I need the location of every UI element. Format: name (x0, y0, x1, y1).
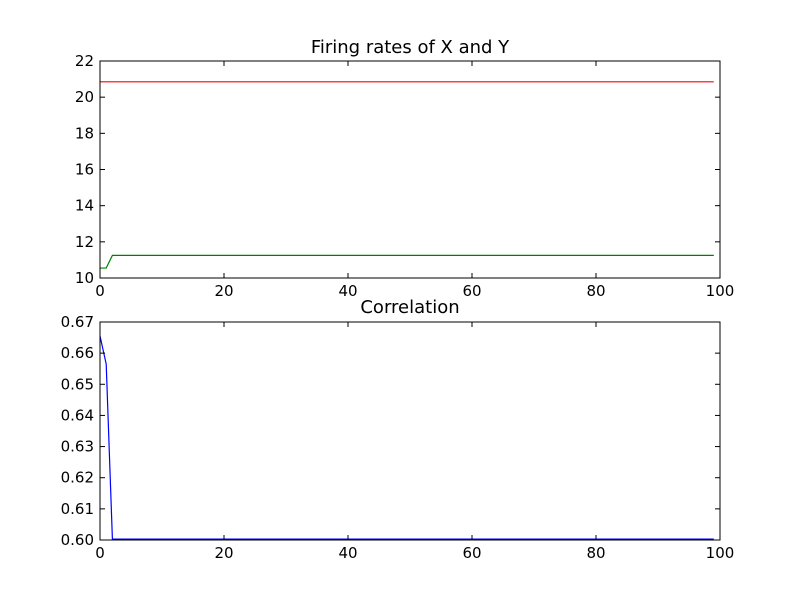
x-tick-label: 20 (214, 282, 233, 300)
y-tick-label: 10 (75, 269, 94, 287)
x-tick-label: 80 (586, 282, 605, 300)
y-tick-label: 0.61 (61, 500, 94, 518)
chart-title: Correlation (360, 297, 459, 318)
y-tick-label: 18 (75, 124, 94, 142)
y-tick-label: 0.62 (61, 469, 94, 487)
y-tick-label: 0.60 (61, 531, 94, 549)
x-tick-label: 40 (338, 282, 357, 300)
x-tick-label: 60 (462, 544, 481, 562)
y-tick-label: 22 (75, 52, 94, 70)
x-tick-label: 40 (338, 544, 357, 562)
x-tick-label: 60 (462, 282, 481, 300)
series-line-2 (100, 254, 714, 269)
x-tick-label: 0 (95, 282, 105, 300)
plot-area: 0 20 40 60 80 100 10 12 14 16 18 20 22 (75, 52, 734, 300)
y-tick-label: 0.67 (61, 313, 94, 331)
y-tick-label: 0.63 (61, 438, 94, 456)
x-tick-label: 100 (706, 544, 735, 562)
y-tick-label: 20 (75, 88, 94, 106)
correlation-chart: Correlation 0 20 40 60 80 100 0.60 0.61 0.62 0.63… (61, 297, 735, 562)
y-tick-label: 14 (75, 197, 94, 215)
y-tick-label: 0.64 (61, 406, 94, 424)
chart-title: Firing rates of X and Y (311, 37, 510, 58)
series-line-1 (99, 335, 714, 540)
x-tick-label: 100 (706, 282, 735, 300)
axes-frame (99, 60, 721, 279)
axes-frame (99, 321, 721, 541)
x-tick-label: 0 (95, 544, 105, 562)
firing-rates-chart: Firing rates of X and Y 0 20 40 60 80 100 10 12… (75, 37, 734, 300)
y-tick-label: 0.65 (61, 375, 94, 393)
y-tick-label: 16 (75, 161, 94, 179)
y-tick-label: 0.66 (61, 344, 94, 362)
plot-area: 0 20 40 60 80 100 0.60 0.61 0.62 0.63 0.64 0.65 0.66… (61, 313, 735, 562)
y-tick-label: 12 (75, 233, 94, 251)
x-tick-label: 20 (214, 544, 233, 562)
x-tick-label: 80 (586, 544, 605, 562)
